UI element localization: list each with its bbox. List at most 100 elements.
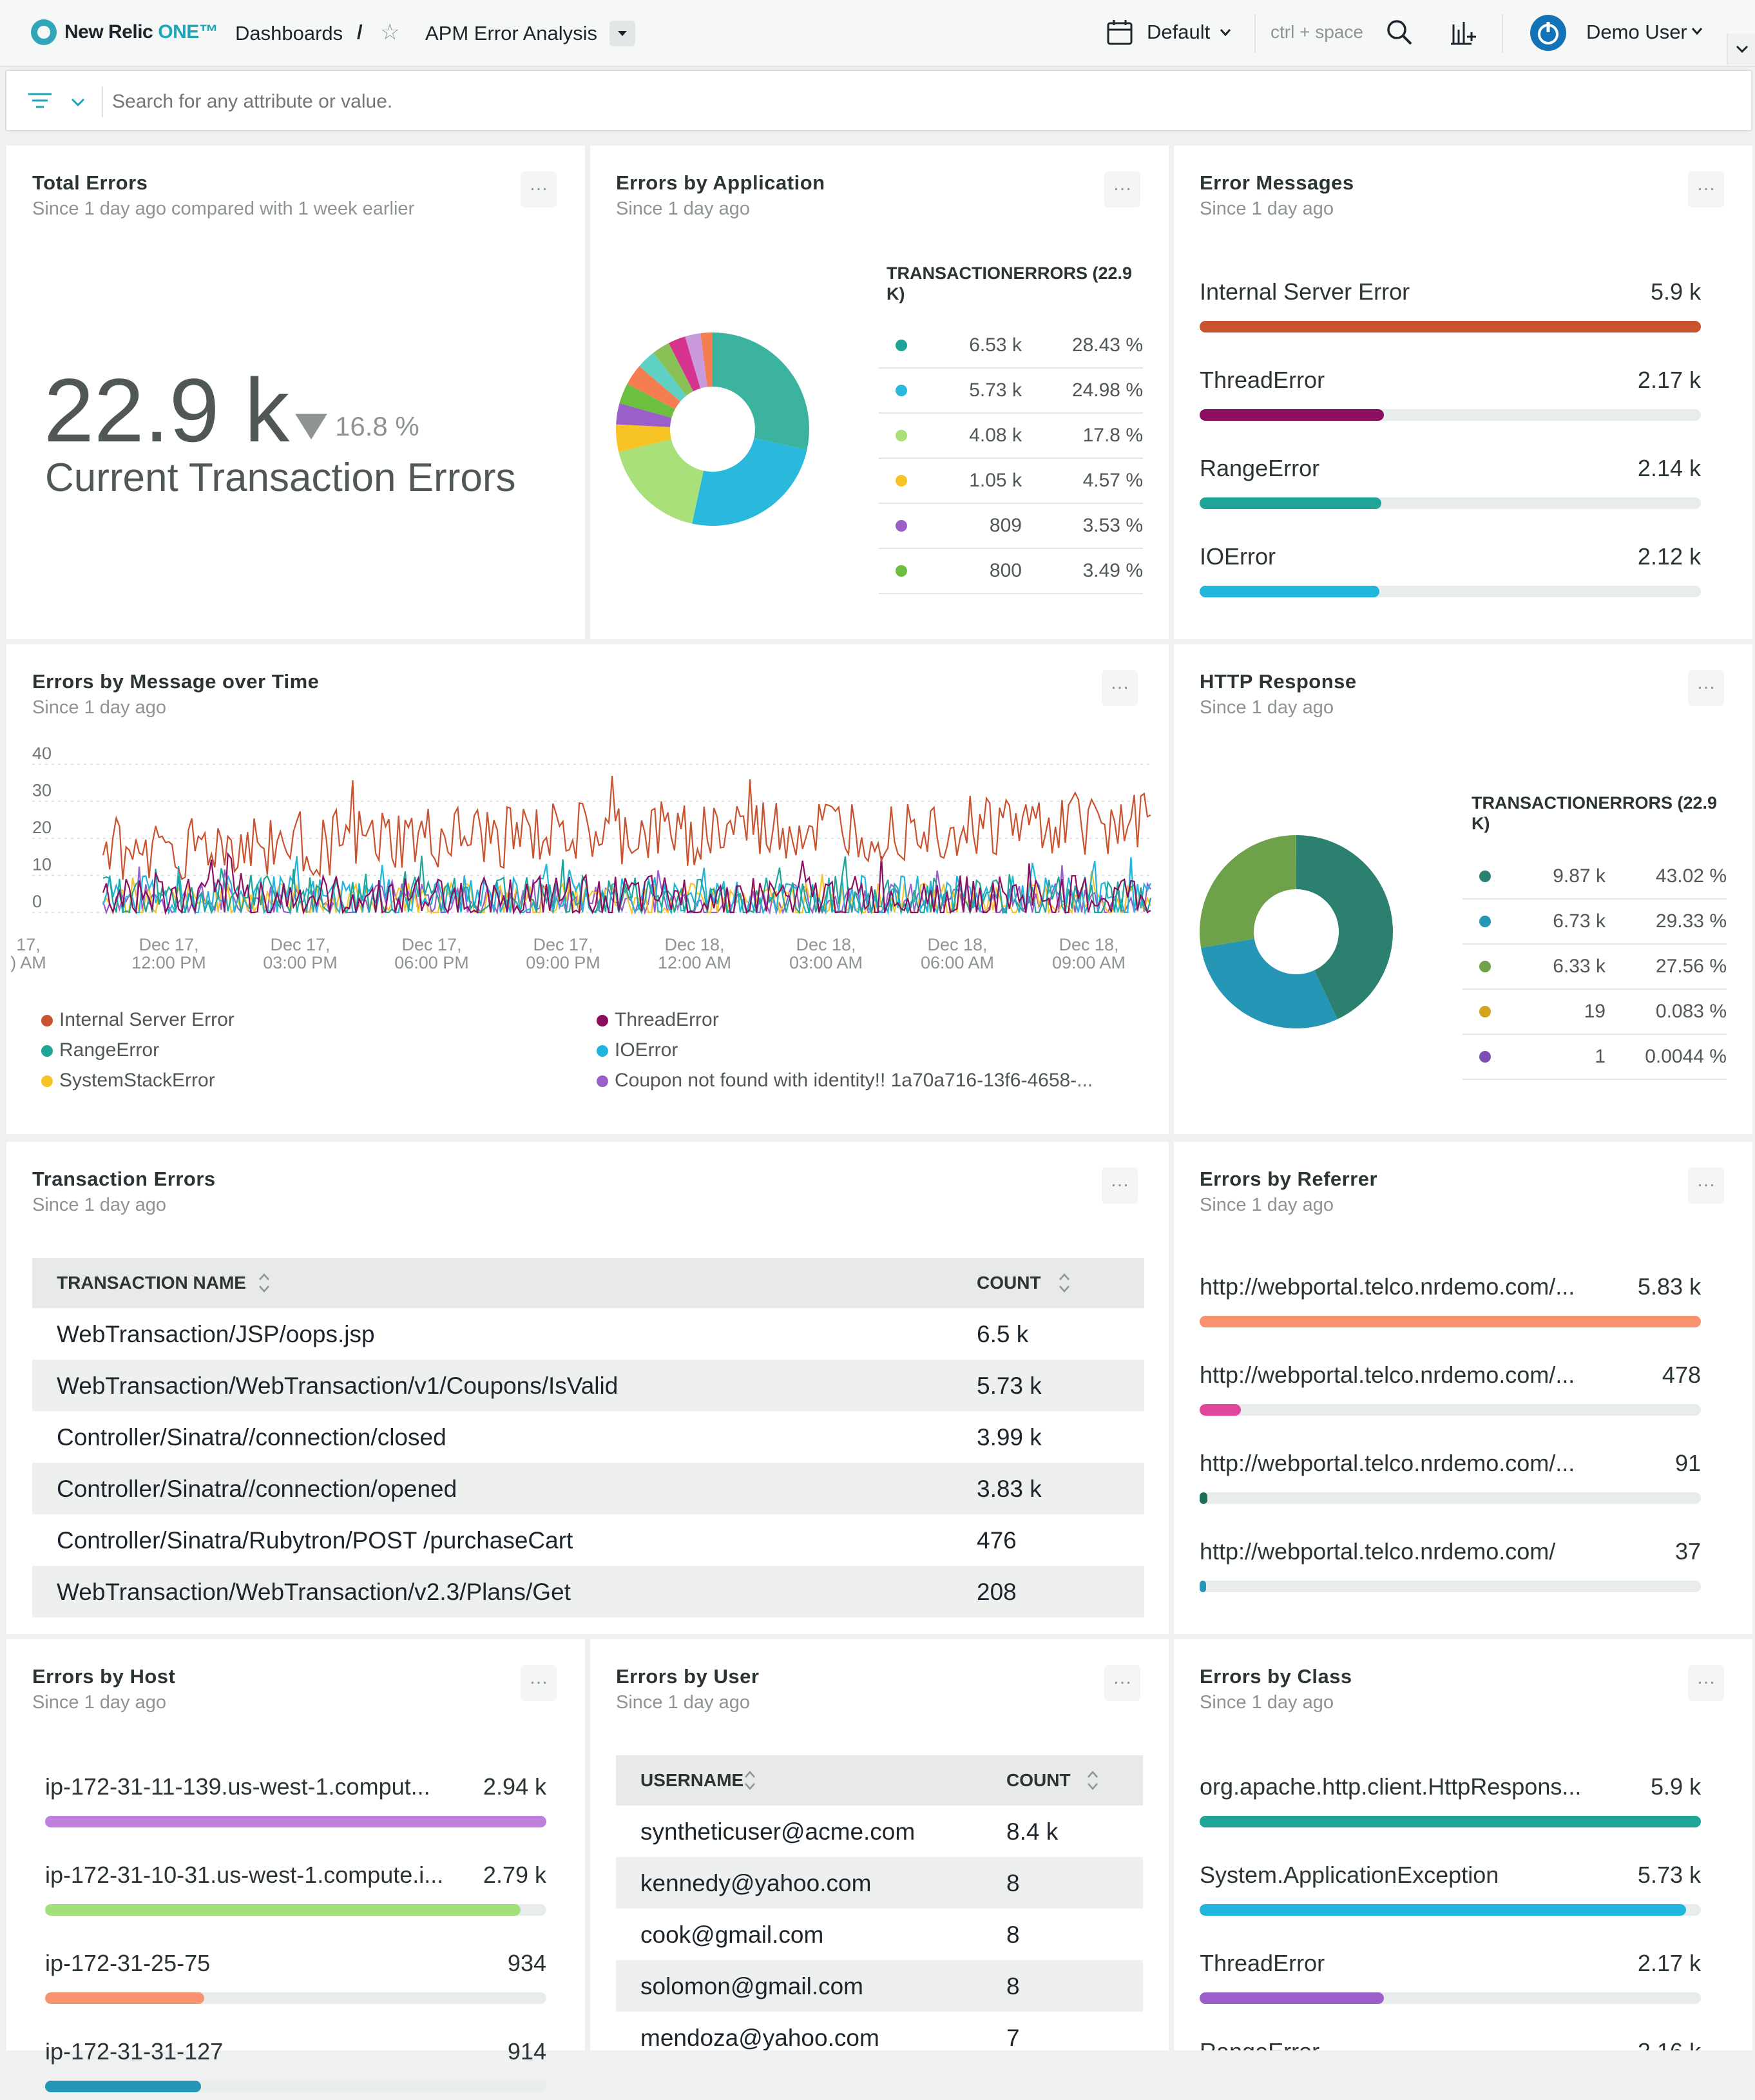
pie-slice[interactable] — [1200, 835, 1296, 948]
table-row[interactable]: Controller/Sinatra/Rubytron/POST /purcha… — [32, 1514, 1144, 1566]
chevron-down-icon — [609, 21, 635, 46]
add-chart-icon[interactable] — [1448, 18, 1478, 48]
x-tick-line1: Dec 17, — [124, 936, 214, 954]
chevron-down-icon — [1689, 23, 1705, 39]
table-row[interactable]: WebTransaction/WebTransaction/v2.3/Plans… — [32, 1566, 1144, 1617]
legend-item[interactable]: IOError — [597, 1039, 678, 1061]
legend-item[interactable]: SystemStackError — [41, 1070, 215, 1092]
new-relic-logo[interactable]: New Relic ONE™ — [31, 19, 218, 45]
legend-dot — [597, 1015, 608, 1026]
more-options-button[interactable]: … — [1688, 1168, 1724, 1204]
bar-list-item[interactable]: http://webportal.telco.nrdemo.com/...478 — [1200, 1362, 1701, 1423]
pie-slice[interactable] — [1201, 939, 1338, 1028]
pie-slice[interactable] — [692, 438, 807, 526]
user-menu-label[interactable]: Demo User — [1586, 21, 1687, 44]
legend-dot — [597, 1045, 608, 1057]
sort-icon[interactable] — [1085, 1768, 1100, 1793]
x-tick-line2: 03:00 PM — [255, 954, 345, 972]
sort-icon[interactable] — [742, 1768, 758, 1793]
bar-track — [1200, 409, 1701, 421]
bar-list-item[interactable]: http://webportal.telco.nrdemo.com/37 — [1200, 1538, 1701, 1600]
table-row[interactable]: WebTransaction/WebTransaction/v1/Coupons… — [32, 1360, 1144, 1411]
bar-list-item[interactable]: ip-172-31-11-139.us-west-1.comput...2.94… — [45, 1773, 546, 1835]
search-input[interactable] — [112, 86, 1272, 117]
x-tick-line1: 17, — [0, 936, 73, 954]
collapse-toggle[interactable] — [1727, 34, 1755, 64]
legend-item[interactable]: Coupon not found with identity!! 1a70a71… — [597, 1070, 1093, 1092]
card-title: Errors by Application — [616, 171, 825, 195]
bar-value: 91 — [1675, 1450, 1701, 1477]
calendar-icon[interactable] — [1106, 18, 1134, 46]
more-options-button[interactable]: … — [1104, 1665, 1140, 1701]
filter-icon[interactable] — [26, 89, 54, 115]
column-header-username[interactable]: USERNAME — [640, 1770, 743, 1791]
sort-icon[interactable] — [256, 1271, 272, 1295]
dashboard-switcher-button[interactable] — [609, 21, 635, 46]
card-subtitle: Since 1 day ago compared with 1 week ear… — [32, 198, 414, 220]
pie-slice[interactable] — [713, 332, 809, 450]
more-options-button[interactable]: … — [521, 1665, 557, 1701]
favorite-star-icon[interactable]: ☆ — [380, 19, 399, 45]
bar-list-item[interactable]: http://webportal.telco.nrdemo.com/...91 — [1200, 1450, 1701, 1512]
bar-fill — [45, 1816, 546, 1827]
chevron-down-icon[interactable] — [68, 93, 88, 112]
legend-item[interactable]: RangeError — [41, 1039, 159, 1061]
legend-label: Internal Server Error — [59, 1009, 235, 1030]
card-subtitle: Since 1 day ago — [1200, 1195, 1334, 1216]
user-avatar-icon[interactable] — [1528, 13, 1568, 53]
pie-slice[interactable] — [619, 439, 704, 524]
more-options-button[interactable]: … — [1688, 171, 1724, 207]
legend-item[interactable]: ThreadError — [597, 1009, 719, 1031]
row-percent: 28.43 % — [1022, 334, 1143, 356]
divider — [1502, 14, 1503, 53]
more-options-button[interactable]: … — [1688, 1665, 1724, 1701]
more-options-button[interactable]: … — [521, 171, 557, 207]
time-picker-label[interactable]: Default — [1147, 21, 1210, 44]
bar-list-item[interactable]: ip-172-31-10-31.us-west-1.compute.i...2.… — [45, 1862, 546, 1923]
legend-item[interactable]: Internal Server Error — [41, 1009, 235, 1031]
bar-list-item[interactable]: org.apache.http.client.HttpRespons...5.9… — [1200, 1773, 1701, 1835]
bar-track — [45, 1992, 546, 2004]
column-header-count[interactable]: COUNT — [977, 1273, 1041, 1293]
bar-list-item[interactable]: http://webportal.telco.nrdemo.com/...5.8… — [1200, 1273, 1701, 1335]
more-options-button[interactable]: … — [1688, 670, 1724, 706]
legend-dot — [41, 1015, 53, 1026]
legend-dot — [1479, 1006, 1491, 1017]
more-options-button[interactable]: … — [1102, 1168, 1138, 1204]
search-icon[interactable] — [1385, 18, 1414, 46]
breadcrumb-dashboards[interactable]: Dashboards — [235, 22, 343, 45]
more-options-button[interactable]: … — [1104, 171, 1140, 207]
column-header-count[interactable]: COUNT — [1006, 1770, 1071, 1791]
x-tick-label: Dec 17,03:00 PM — [255, 936, 345, 972]
sort-icon[interactable] — [1057, 1271, 1072, 1295]
column-header-transaction-name[interactable]: TRANSACTION NAME — [57, 1273, 246, 1293]
